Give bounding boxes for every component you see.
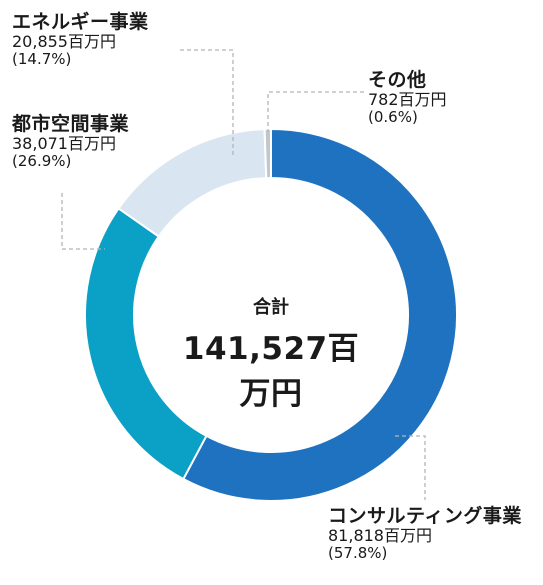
donut-center-label: 合計 141,527百万円 [171,293,371,413]
segment-percent-energy: (14.7%) [12,50,72,69]
total-value: 141,527百万円 [182,331,360,412]
segment-percent-urban-space: (26.9%) [12,152,72,171]
total-title: 合計 [253,297,289,318]
segment-value-consulting: 81,818百万円 [328,526,432,546]
leader-energy [180,49,234,158]
leader-other [267,91,364,132]
segment-name-energy: エネルギー事業 [12,11,149,33]
segment-percent-consulting: (57.8%) [328,544,388,563]
segment-value-other: 782百万円 [368,90,447,110]
donut-segments [84,127,458,502]
segment-consulting [181,127,458,502]
label-consulting: コンサルティング事業 81,818百万円 (57.8%) [328,505,522,563]
leader-urban [61,193,105,250]
segment-other [263,127,272,180]
leader-consulting [395,435,426,500]
label-energy: エネルギー事業 20,855百万円 (14.7%) [12,11,149,69]
leader-lines [61,49,426,500]
segment-name-urban-space: 都市空間事業 [12,113,130,135]
segment-name-other: その他 [368,69,427,91]
segment-percent-other: (0.6%) [368,108,418,127]
label-urban-space: 都市空間事業 38,071百万円 (26.9%) [12,113,130,171]
segment-energy [117,128,268,238]
label-other: その他 782百万円 (0.6%) [368,69,447,127]
segment-value-energy: 20,855百万円 [12,32,116,52]
segment-name-consulting: コンサルティング事業 [328,505,522,527]
segment-value-urban-space: 38,071百万円 [12,134,116,154]
